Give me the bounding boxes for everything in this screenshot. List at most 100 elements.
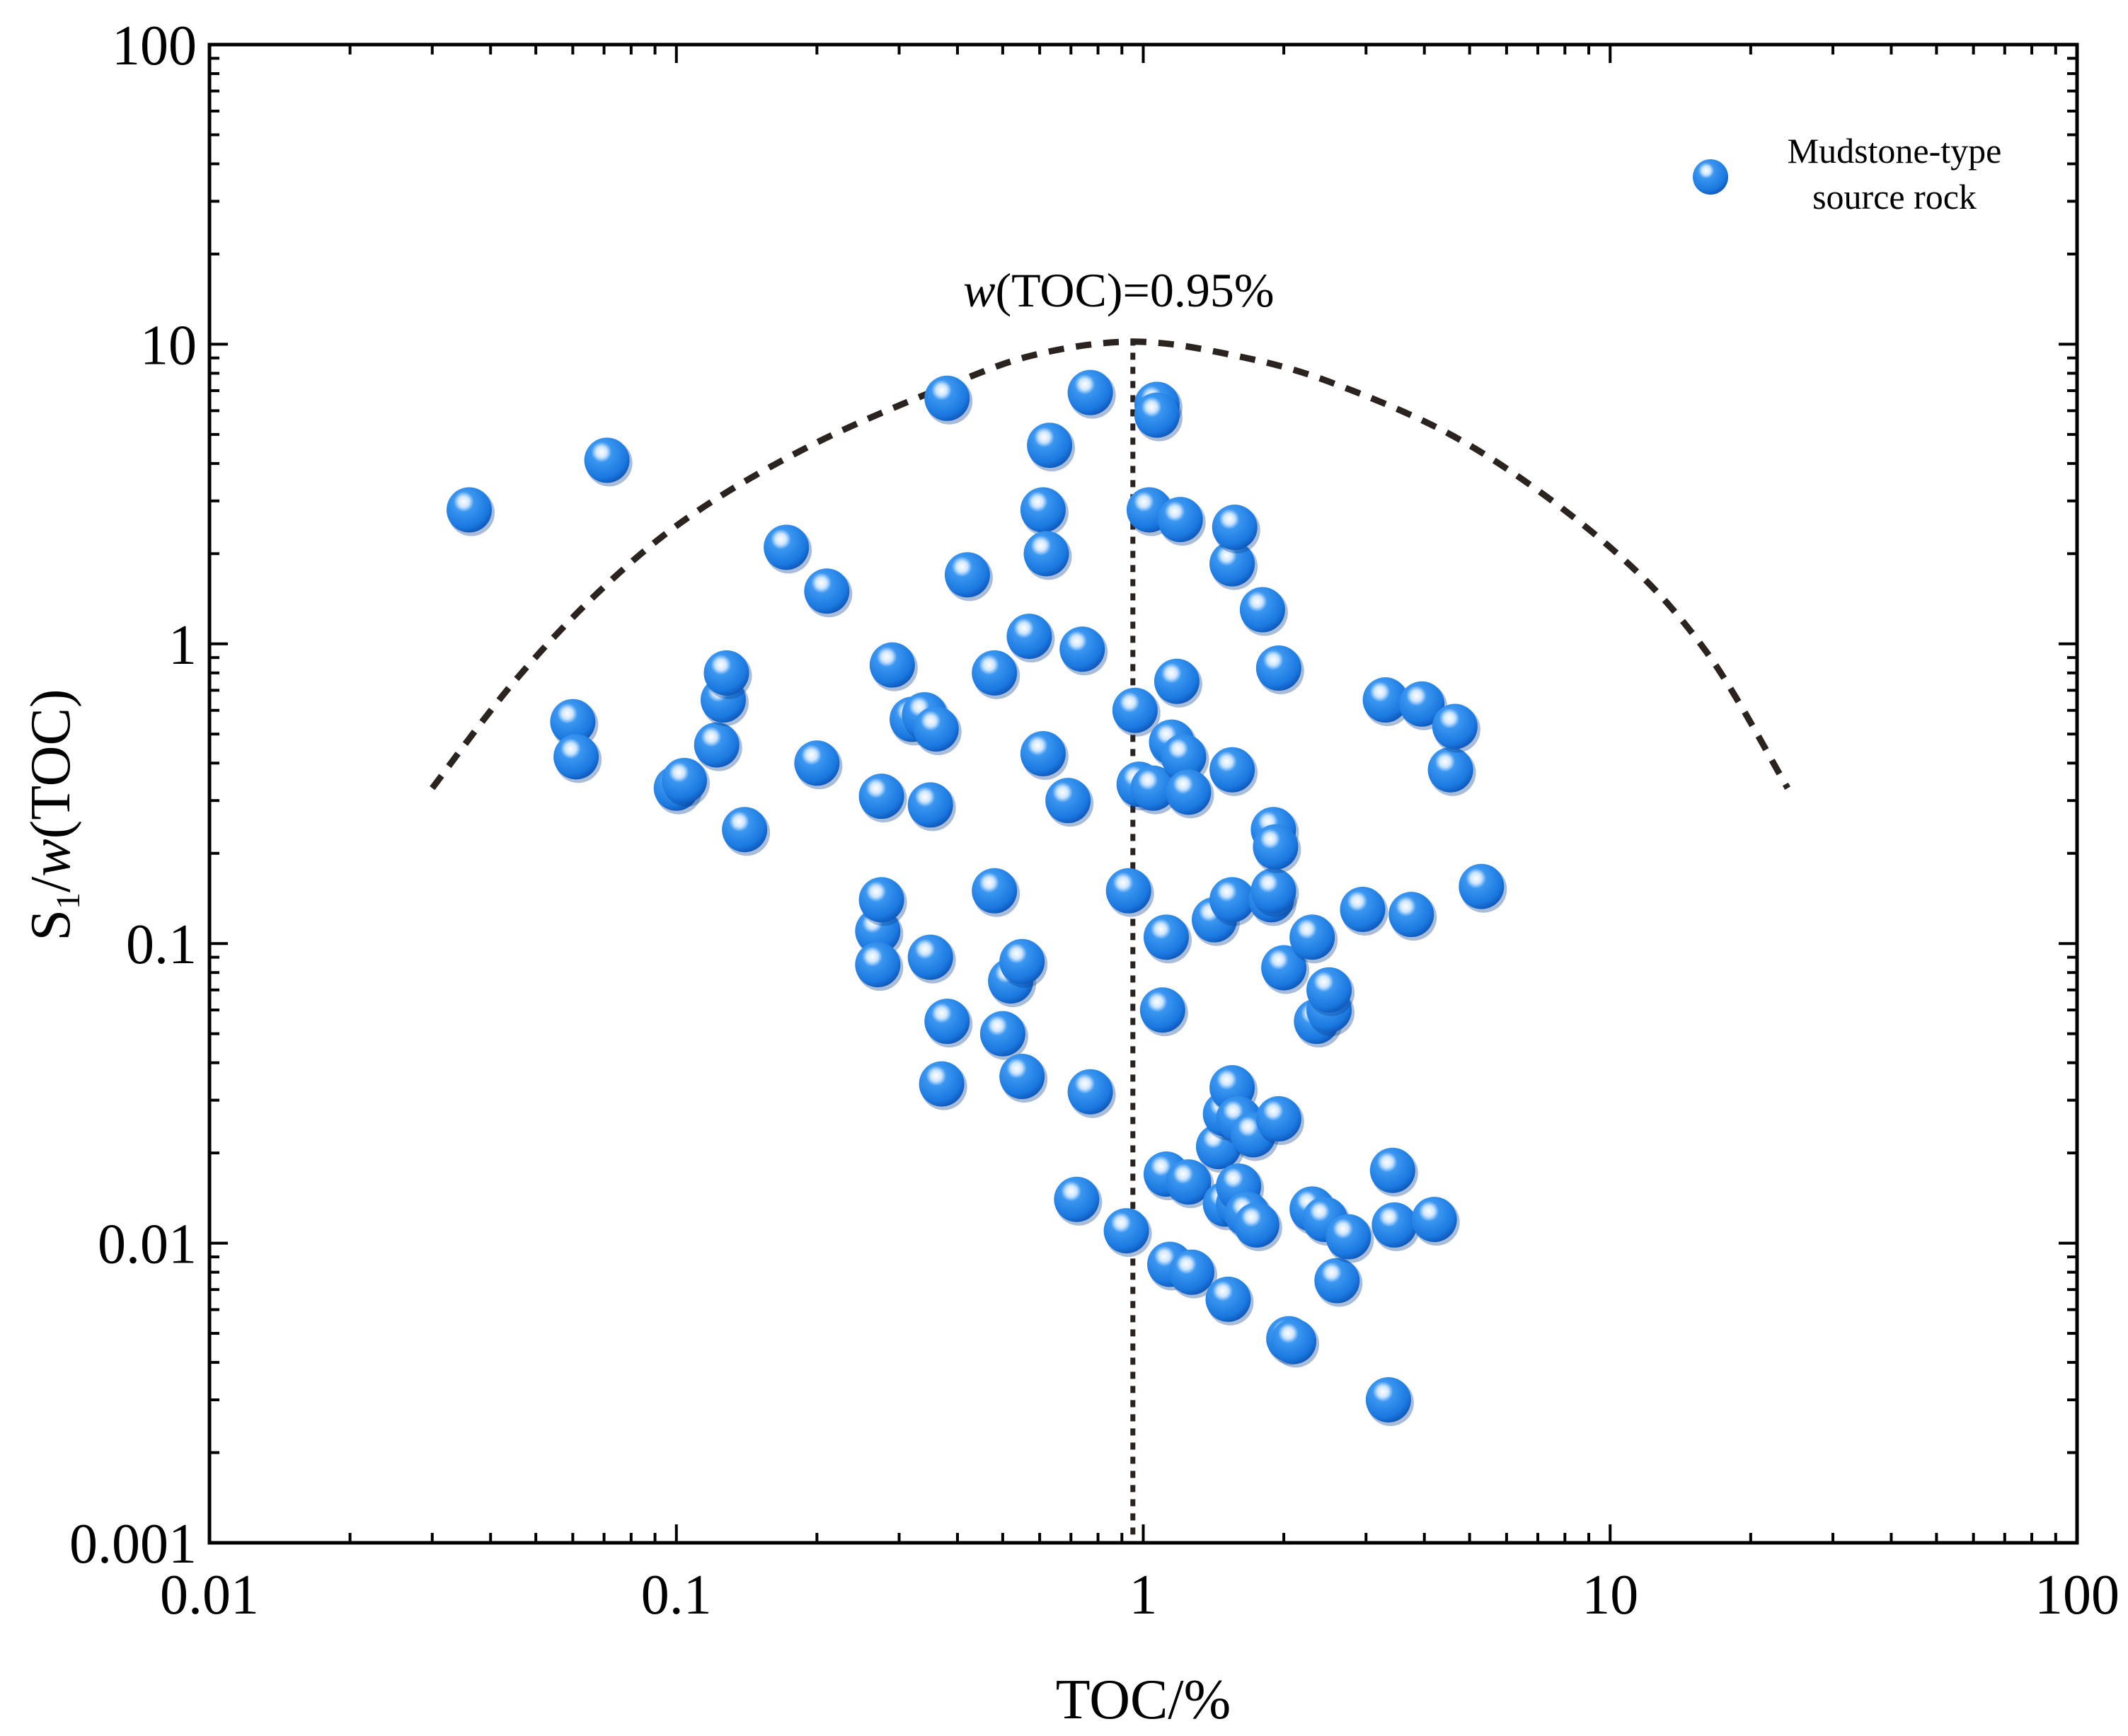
x-tick-label: 0.1 bbox=[641, 1564, 712, 1626]
data-point bbox=[1314, 1258, 1360, 1304]
data-point bbox=[1020, 487, 1066, 533]
x-axis-title: TOC/% bbox=[1056, 1669, 1231, 1731]
x-tick-label: 1 bbox=[1129, 1564, 1158, 1626]
data-point bbox=[550, 699, 596, 745]
data-point bbox=[1365, 1376, 1411, 1422]
y-tick-label: 0.001 bbox=[69, 1513, 197, 1575]
data-point bbox=[1134, 392, 1180, 438]
data-point bbox=[1209, 747, 1255, 793]
data-point bbox=[584, 437, 630, 483]
ylabel-w: w bbox=[20, 839, 82, 876]
data-point bbox=[1362, 677, 1408, 723]
data-point bbox=[722, 807, 768, 853]
data-point bbox=[1209, 877, 1255, 923]
data-point bbox=[858, 774, 904, 820]
data-point bbox=[1157, 497, 1203, 543]
data-point bbox=[913, 706, 959, 752]
data-point bbox=[979, 1011, 1025, 1057]
data-point bbox=[447, 487, 493, 533]
threshold-annotation: w(TOC)=0.95% bbox=[963, 263, 1274, 317]
data-point bbox=[858, 877, 904, 923]
data-point bbox=[794, 740, 840, 786]
data-point bbox=[1067, 369, 1113, 415]
data-point bbox=[1139, 987, 1185, 1033]
data-point bbox=[764, 524, 810, 570]
ylabel-rest: (TOC) bbox=[20, 689, 82, 839]
data-point bbox=[855, 942, 901, 988]
annotation-rest: (TOC)=0.95% bbox=[995, 263, 1274, 317]
data-point bbox=[919, 1061, 965, 1107]
data-point bbox=[1306, 967, 1352, 1013]
data-point bbox=[1067, 1069, 1113, 1115]
data-point bbox=[804, 568, 850, 614]
data-point bbox=[1427, 747, 1473, 793]
data-point bbox=[1459, 863, 1505, 909]
data-point bbox=[1255, 1096, 1301, 1142]
data-point bbox=[1209, 541, 1255, 587]
data-point bbox=[661, 757, 707, 803]
data-point bbox=[1233, 1202, 1279, 1248]
y-tick-label: 100 bbox=[112, 15, 197, 77]
y-axis-title: S1/w(TOC) bbox=[20, 689, 87, 941]
data-point bbox=[1023, 531, 1069, 577]
data-point bbox=[907, 782, 953, 828]
data-point bbox=[1027, 422, 1073, 469]
data-point bbox=[1045, 778, 1091, 824]
envelope-curve-layer bbox=[430, 338, 1790, 791]
data-point bbox=[1325, 1214, 1371, 1260]
data-point bbox=[907, 934, 953, 980]
data-point bbox=[1239, 587, 1285, 633]
data-point bbox=[1112, 687, 1158, 733]
x-tick-label: 10 bbox=[1582, 1564, 1638, 1626]
legend-label-line2: source rock bbox=[1812, 177, 1977, 217]
data-point bbox=[1103, 1208, 1149, 1254]
data-point bbox=[1166, 1159, 1212, 1205]
y-tick-label: 10 bbox=[140, 314, 197, 376]
data-point bbox=[1130, 765, 1176, 811]
data-point bbox=[1399, 681, 1445, 727]
data-point bbox=[1105, 868, 1151, 914]
data-point bbox=[1143, 914, 1189, 960]
data-point bbox=[1166, 769, 1212, 815]
data-point bbox=[1154, 658, 1200, 704]
data-point bbox=[999, 1054, 1045, 1100]
data-point bbox=[1250, 868, 1296, 914]
data-point bbox=[1059, 626, 1105, 672]
data-point bbox=[924, 375, 970, 421]
data-point bbox=[1161, 734, 1207, 780]
data-point bbox=[1253, 824, 1299, 870]
data-point bbox=[553, 734, 599, 780]
data-point bbox=[972, 650, 1018, 696]
ylabel-sub: 1 bbox=[50, 892, 87, 909]
data-point bbox=[869, 642, 915, 688]
data-point bbox=[1340, 886, 1386, 932]
data-point bbox=[1168, 1249, 1214, 1295]
data-point bbox=[972, 868, 1018, 914]
data-point bbox=[1289, 914, 1335, 960]
ylabel-slash: / bbox=[20, 876, 82, 892]
y-tick-label: 1 bbox=[168, 614, 197, 677]
annotation-w: w bbox=[963, 263, 995, 317]
x-tick-label: 0.01 bbox=[160, 1564, 259, 1626]
data-points-layer bbox=[447, 369, 1507, 1426]
data-point bbox=[944, 552, 990, 598]
data-point bbox=[999, 938, 1045, 984]
data-point bbox=[1432, 703, 1478, 749]
data-point bbox=[1388, 892, 1434, 938]
data-point bbox=[703, 650, 749, 696]
data-point bbox=[1271, 1318, 1317, 1364]
data-point bbox=[924, 999, 970, 1045]
data-point bbox=[1212, 505, 1258, 551]
ylabel-s: S bbox=[20, 909, 82, 941]
data-point bbox=[1369, 1147, 1415, 1193]
data-point bbox=[1205, 1276, 1251, 1322]
y-tick-label: 0.1 bbox=[126, 914, 197, 976]
legend-marker bbox=[1693, 159, 1728, 195]
data-point bbox=[1411, 1197, 1457, 1243]
data-point bbox=[1006, 614, 1052, 660]
data-point bbox=[694, 722, 740, 768]
data-point bbox=[1020, 730, 1066, 776]
legend: Mudstone-type source rock bbox=[1693, 131, 2001, 217]
